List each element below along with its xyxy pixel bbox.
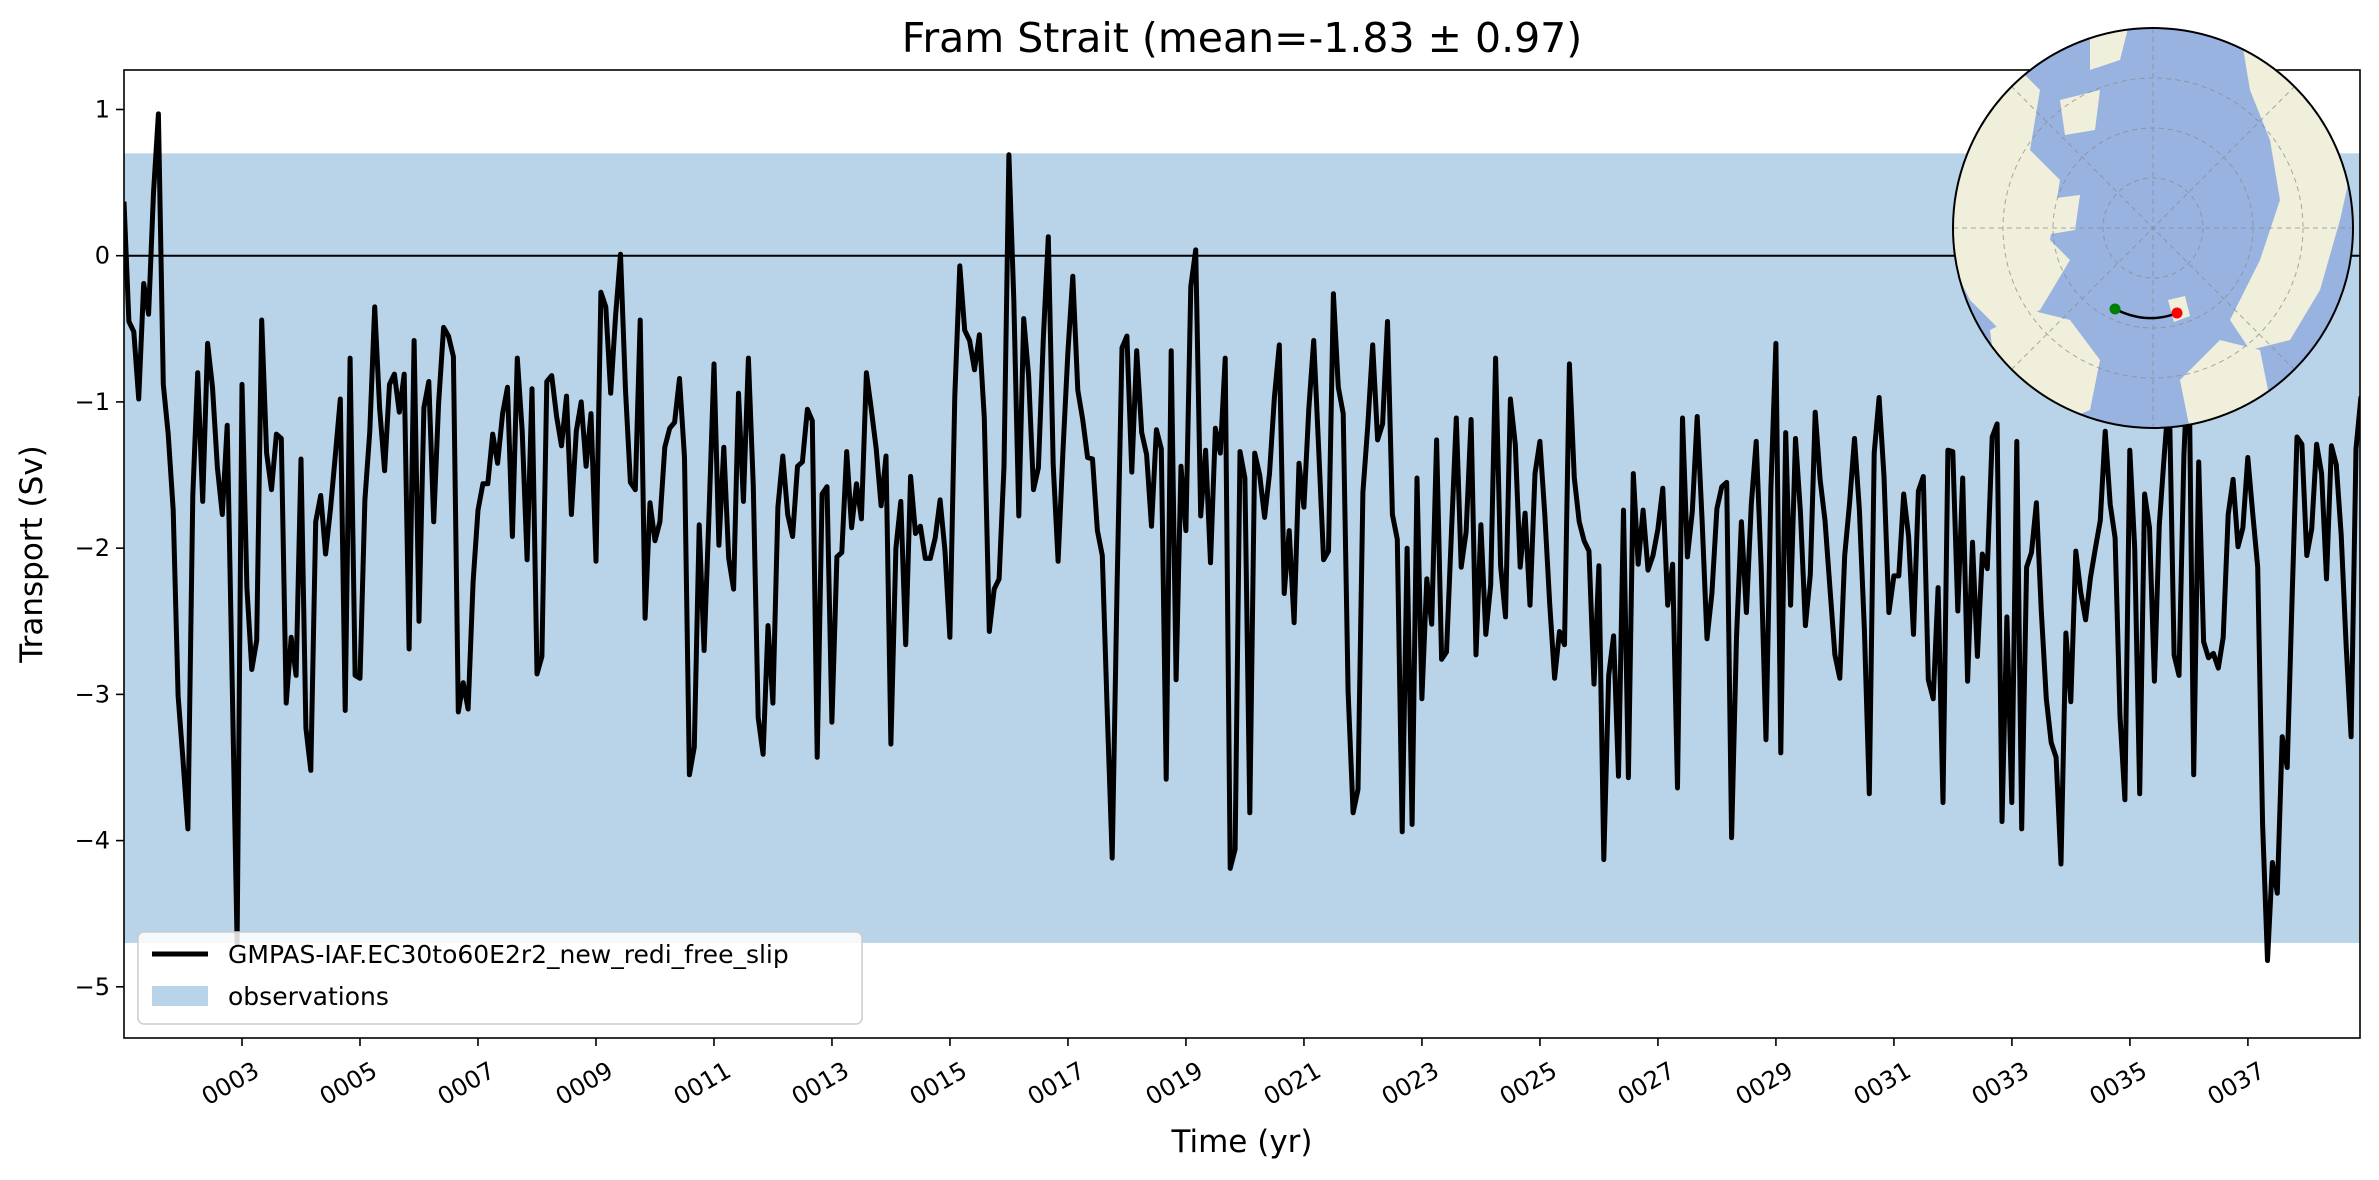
legend: GMPAS-IAF.EC30to60E2r2_new_redi_free_sli… xyxy=(137,931,863,1025)
series-line-gmpas-iaf xyxy=(124,111,2360,963)
map-graticule xyxy=(1953,28,2353,428)
y-tick-label: −3 xyxy=(75,680,110,708)
y-tick-label: −4 xyxy=(75,827,110,855)
x-axis-label: Time (yr) xyxy=(1171,1124,1313,1160)
y-tick-label: −2 xyxy=(75,534,110,562)
transect-start-marker xyxy=(2109,303,2121,315)
y-tick-label: −5 xyxy=(75,973,110,1001)
transect-end-marker xyxy=(2171,307,2183,319)
y-axis-label: Transport (Sv) xyxy=(14,445,50,664)
map-border xyxy=(1952,27,2354,429)
y-tick-label: 0 xyxy=(95,242,110,270)
y-axis-ticks: 1 0 −1 −2 −3 −4 −5 xyxy=(75,95,124,1001)
plot-frame xyxy=(123,69,2361,1039)
chart-title: Fram Strait (mean=-1.83 ± 0.97) xyxy=(902,14,1583,62)
legend-box xyxy=(137,931,863,1025)
y-tick-label: 1 xyxy=(95,95,110,123)
inset-polar-map xyxy=(1952,27,2354,429)
fram-strait-transect xyxy=(2114,307,2178,320)
legend-label-series: GMPAS-IAF.EC30to60E2r2_new_redi_free_sli… xyxy=(228,940,789,969)
y-tick-label: −1 xyxy=(75,388,110,416)
legend-label-observations: observations xyxy=(228,982,389,1011)
land-islands-west xyxy=(2040,90,2100,235)
legend-band-swatch xyxy=(152,986,208,1006)
